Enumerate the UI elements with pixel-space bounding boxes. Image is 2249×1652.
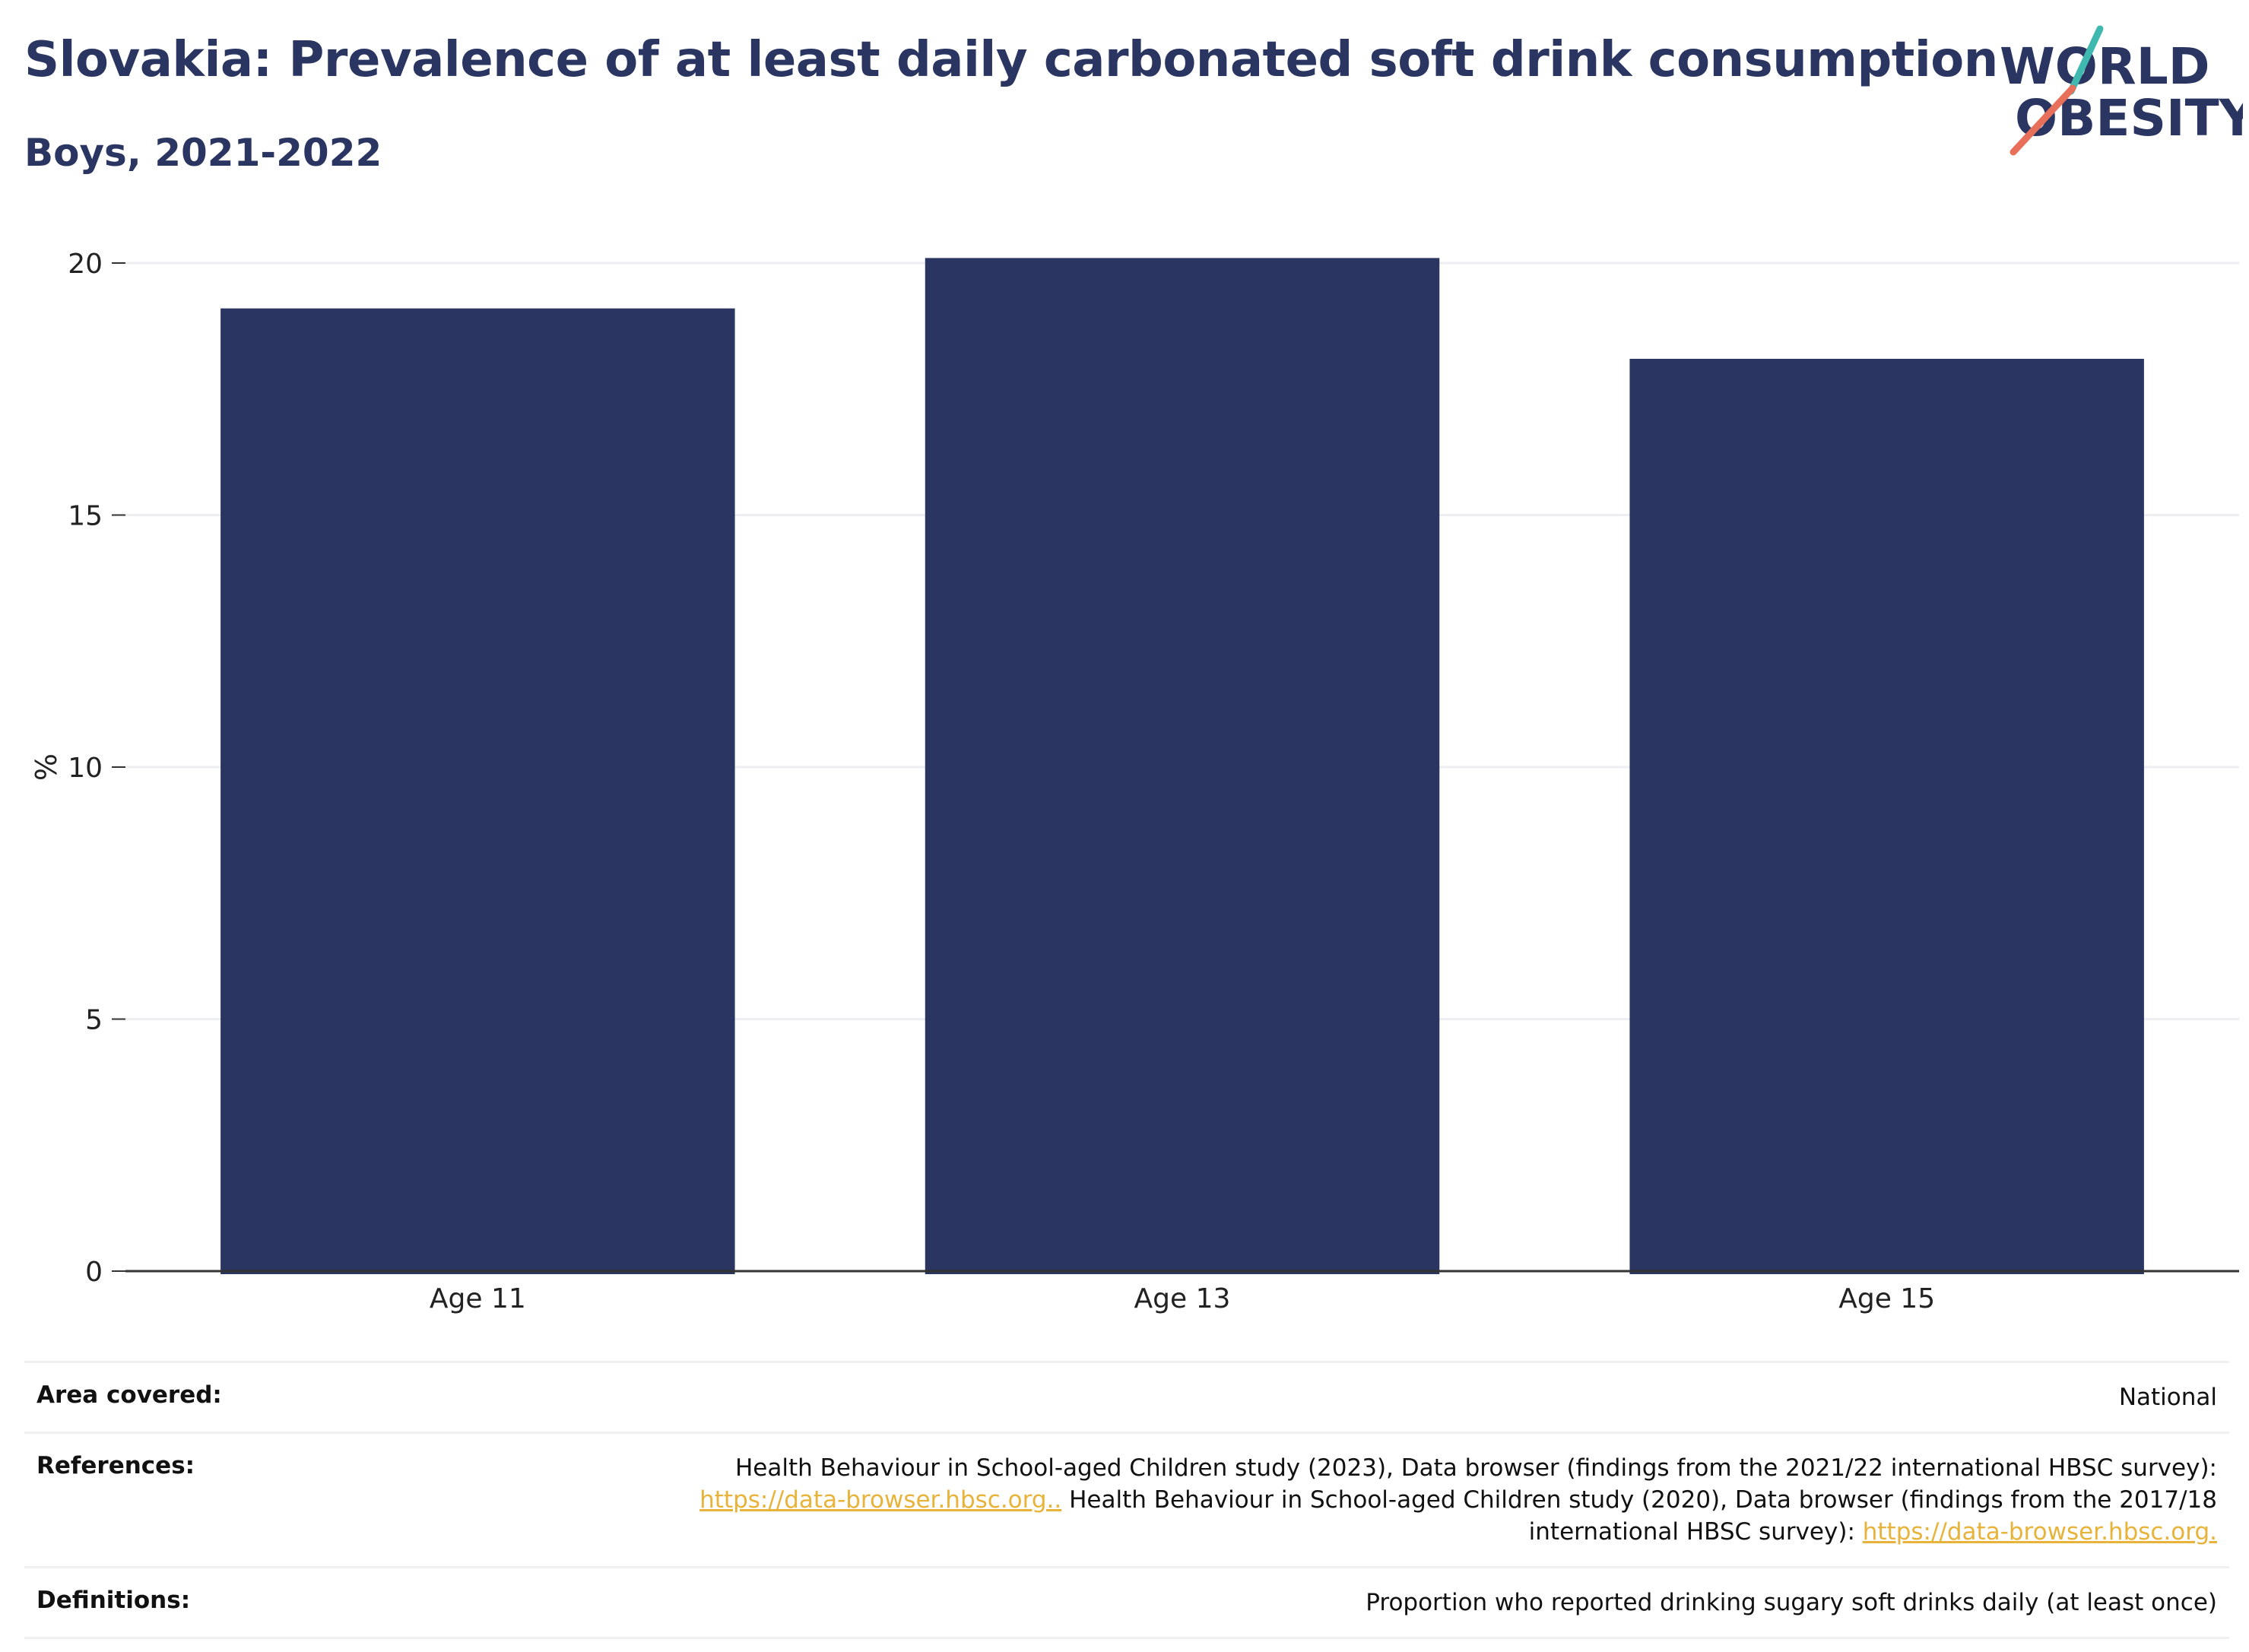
logo-slash-red-icon [2010, 84, 2076, 156]
bar-age-13 [925, 258, 1440, 1274]
y-tick-label: 0 [85, 1257, 103, 1288]
bar-chart: 0 5 10 15 20 Age 11 Age 13 Age 15 % [30, 249, 2239, 1314]
y-tick-label: 20 [68, 249, 103, 280]
metadata-table: Area covered: National References: Healt… [24, 1361, 2229, 1639]
bar-age-11 [220, 308, 735, 1274]
ref-link2[interactable]: https://data-browser.hbsc.org. [1862, 1518, 2217, 1546]
x-axis-ticks: Age 11 Age 13 Age 15 [430, 1283, 1935, 1314]
y-axis-ticks: 0 5 10 15 20 [68, 249, 125, 1288]
area-row: Area covered: National [24, 1361, 2229, 1432]
ref-text1: Health Behaviour in School-aged Children… [735, 1454, 2217, 1482]
x-tick-label: Age 13 [1134, 1283, 1231, 1314]
area-label: Area covered: [36, 1381, 222, 1409]
bar-age-15 [1629, 358, 2144, 1275]
references-label: References: [36, 1452, 195, 1479]
definitions-row: Definitions: Proportion who reported dri… [24, 1566, 2229, 1639]
area-value: National [2118, 1384, 2217, 1411]
world-obesity-logo: WORLD OBESITY [2000, 25, 2243, 156]
y-axis-label: % [30, 753, 63, 781]
definitions-label: Definitions: [36, 1587, 191, 1614]
references-value: Health Behaviour in School-aged Children… [699, 1452, 2217, 1548]
ref-text2: Health Behaviour in School-aged Children… [1061, 1486, 2217, 1514]
y-tick-label: 15 [68, 501, 103, 532]
bars [220, 258, 2144, 1275]
logo-slash-teal-icon [2067, 25, 2104, 95]
logo-line2: OBESITY [2015, 89, 2243, 147]
y-tick-label: 10 [68, 753, 103, 784]
definitions-value: Proportion who reported drinking sugary … [1366, 1589, 2217, 1616]
chart-title: Slovakia: Prevalence of at least daily c… [24, 32, 1998, 88]
ref-text3: international HBSC survey): [1528, 1518, 1863, 1546]
logo-line1: WORLD [2000, 37, 2210, 96]
x-tick-label: Age 11 [430, 1283, 526, 1314]
ref-link1[interactable]: https://data-browser.hbsc.org.. [699, 1486, 1062, 1514]
x-tick-label: Age 15 [1838, 1283, 1935, 1314]
y-tick-label: 5 [85, 1005, 103, 1036]
chart-subtitle: Boys, 2021-2022 [24, 131, 382, 175]
references-row: References: Health Behaviour in School-a… [24, 1432, 2229, 1566]
